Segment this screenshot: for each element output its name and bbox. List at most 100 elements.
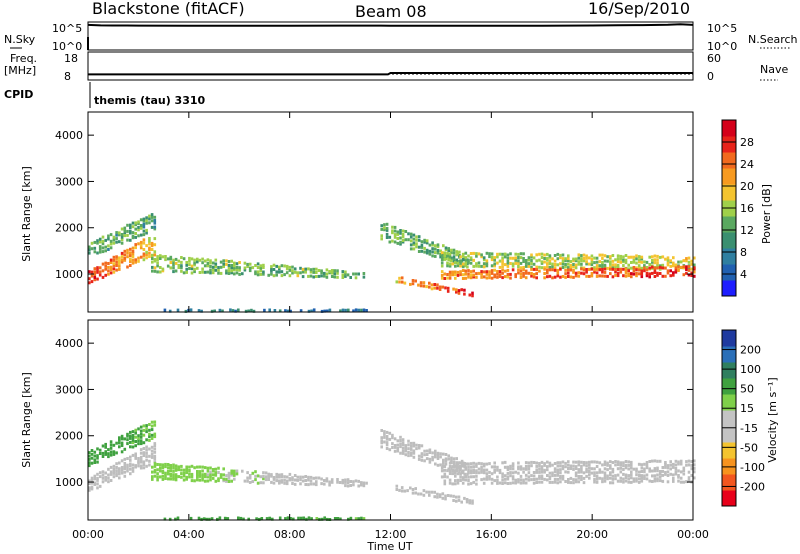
data-cell bbox=[535, 461, 538, 465]
data-cell bbox=[582, 268, 586, 272]
data-cell bbox=[564, 272, 567, 276]
data-cell bbox=[442, 464, 445, 468]
data-cell bbox=[601, 263, 604, 267]
data-cell bbox=[412, 444, 416, 448]
data-cell bbox=[150, 241, 154, 245]
data-cell bbox=[227, 266, 231, 270]
data-cell bbox=[320, 517, 324, 521]
data-cell bbox=[645, 463, 649, 467]
data-cell bbox=[401, 451, 405, 455]
data-cell bbox=[159, 254, 162, 258]
data-cell bbox=[126, 466, 129, 470]
data-cell bbox=[543, 253, 546, 257]
data-cell bbox=[180, 266, 183, 270]
data-cell bbox=[403, 489, 407, 493]
data-cell bbox=[93, 276, 97, 279]
data-cell bbox=[142, 441, 146, 445]
data-cell bbox=[666, 466, 670, 470]
data-cell bbox=[434, 254, 437, 258]
data-cell bbox=[648, 275, 651, 279]
data-cell bbox=[264, 478, 268, 482]
data-cell bbox=[126, 248, 129, 252]
data-cell bbox=[456, 462, 460, 466]
data-cell bbox=[556, 274, 560, 278]
data-cell bbox=[123, 229, 127, 233]
data-cell bbox=[182, 478, 186, 482]
data-cell bbox=[572, 257, 575, 261]
data-cell bbox=[325, 477, 329, 481]
data-cell bbox=[233, 268, 236, 272]
data-cell bbox=[139, 464, 143, 468]
data-cell bbox=[341, 270, 345, 274]
data-cell bbox=[469, 462, 473, 466]
data-cell bbox=[439, 253, 442, 256]
data-cell bbox=[259, 272, 263, 276]
velocity-data-cells bbox=[88, 420, 696, 521]
data-cell bbox=[606, 255, 609, 259]
data-cell bbox=[90, 452, 94, 456]
data-cell bbox=[679, 265, 683, 269]
data-cell bbox=[440, 466, 444, 470]
data-cell bbox=[309, 274, 313, 278]
data-cell bbox=[172, 263, 175, 267]
data-cell bbox=[283, 264, 286, 268]
x-tick-label: 00:00 bbox=[72, 528, 104, 541]
data-cell bbox=[535, 268, 538, 272]
data-cell bbox=[461, 262, 465, 266]
data-cell bbox=[459, 273, 462, 277]
colorbar-swatch bbox=[722, 330, 736, 347]
data-cell bbox=[96, 476, 99, 480]
data-cell bbox=[312, 267, 315, 271]
data-cell bbox=[104, 442, 107, 446]
data-cell bbox=[501, 252, 504, 256]
data-cell bbox=[543, 266, 546, 270]
data-cell bbox=[685, 463, 688, 467]
data-cell bbox=[556, 481, 560, 485]
data-cell bbox=[637, 268, 641, 272]
data-cell bbox=[485, 462, 489, 466]
data-cell bbox=[104, 450, 107, 454]
data-cell bbox=[454, 474, 457, 478]
data-cell bbox=[404, 238, 408, 242]
data-cell bbox=[438, 285, 442, 289]
data-cell bbox=[619, 267, 623, 271]
data-cell bbox=[622, 461, 625, 465]
data-cell bbox=[385, 232, 389, 236]
data-cell bbox=[115, 255, 118, 259]
data-cell bbox=[142, 451, 146, 455]
data-cell bbox=[409, 453, 413, 457]
data-cell bbox=[96, 460, 99, 464]
data-cell bbox=[501, 276, 504, 280]
data-cell bbox=[193, 261, 196, 265]
data-cell bbox=[217, 477, 220, 481]
data-cell bbox=[609, 256, 612, 260]
data-cell bbox=[417, 457, 421, 461]
data-cell bbox=[336, 269, 339, 273]
data-cell bbox=[593, 256, 596, 260]
data-cell bbox=[614, 460, 617, 463]
data-cell bbox=[466, 265, 469, 269]
data-cell bbox=[582, 476, 586, 480]
data-cell bbox=[622, 255, 625, 259]
data-cell bbox=[129, 257, 132, 261]
data-cell bbox=[475, 482, 478, 486]
data-cell bbox=[90, 479, 94, 483]
data-cell bbox=[469, 256, 473, 260]
data-cell bbox=[601, 463, 604, 467]
data-cell bbox=[677, 474, 680, 477]
data-cell bbox=[148, 454, 151, 458]
data-cell bbox=[458, 470, 461, 474]
data-cell bbox=[230, 473, 233, 477]
data-cell bbox=[509, 262, 512, 265]
data-cell bbox=[188, 472, 191, 476]
data-cell bbox=[450, 259, 453, 263]
data-cell bbox=[546, 474, 549, 477]
data-cell bbox=[443, 472, 447, 476]
data-cell bbox=[556, 468, 560, 472]
data-cell bbox=[561, 467, 565, 471]
data-cell bbox=[399, 435, 402, 439]
data-cell bbox=[666, 261, 670, 265]
data-cell bbox=[619, 479, 623, 483]
data-cell bbox=[104, 264, 107, 268]
data-cell bbox=[242, 517, 245, 521]
